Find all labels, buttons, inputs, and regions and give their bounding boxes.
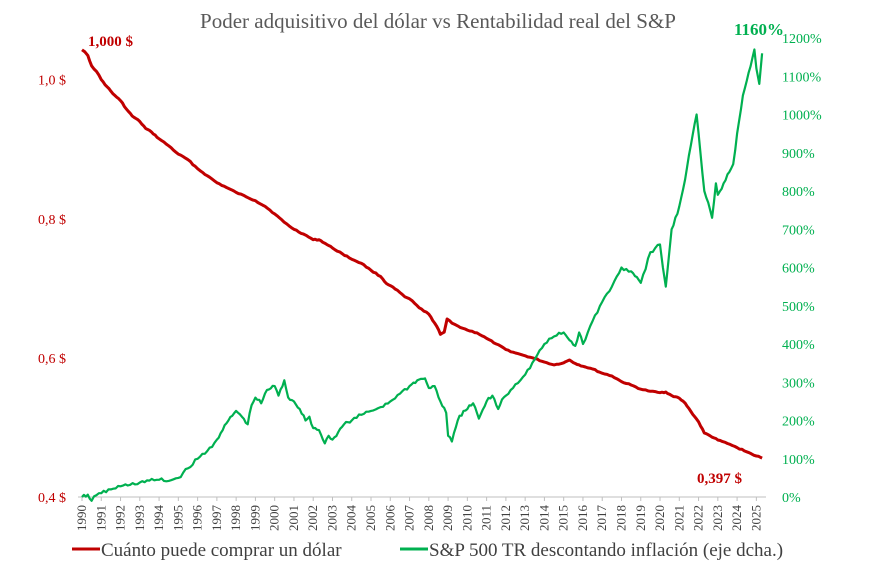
left-tick-label: 0,6 $ <box>38 352 66 367</box>
legend-label-sp500: S&P 500 TR descontando inflación (eje dc… <box>429 540 783 561</box>
x-tick-label: 1990 <box>74 505 89 531</box>
x-tick-label: 2000 <box>267 505 282 531</box>
right-axis-ticks: 0% 100% 200% 300% 400% 500% 600% 700% 800% 900% 10… <box>782 32 822 506</box>
start-value-label: 1,000 $ <box>88 34 134 50</box>
x-tick-label: 2023 <box>710 505 725 531</box>
x-tick-label: 2001 <box>286 505 301 531</box>
x-tick-label: 2006 <box>382 505 397 532</box>
x-axis: 1990 1991 1992 1993 1994 1995 1996 1997 1998 1999… <box>74 496 766 532</box>
x-tick-label: 1995 <box>170 505 185 531</box>
right-tick-label: 1000% <box>782 109 822 124</box>
right-tick-label: 500% <box>782 300 815 315</box>
sp500-real-line <box>81 48 764 502</box>
legend: Cuánto puede comprar un dólar S&P 500 TR … <box>72 540 783 561</box>
x-tick-label: 2009 <box>440 505 455 531</box>
x-tick-label: 2019 <box>633 505 648 531</box>
right-tick-label: 700% <box>782 223 815 238</box>
x-tick-label: 2012 <box>498 505 513 531</box>
chart-title: Poder adquisitivo del dólar vs Rentabili… <box>200 9 676 33</box>
legend-label-dollar: Cuánto puede comprar un dólar <box>101 540 342 561</box>
x-tick-label: 2011 <box>479 505 494 531</box>
x-tick-label: 2007 <box>402 505 417 532</box>
series-lines <box>81 48 764 502</box>
x-tick-label: 2020 <box>652 505 667 531</box>
x-tick-label: 2015 <box>556 505 571 531</box>
right-tick-label: 600% <box>782 262 815 277</box>
left-tick-label: 0,8 $ <box>38 213 66 228</box>
right-tick-label: 1200% <box>782 32 822 47</box>
x-tick-label: 2024 <box>729 505 744 532</box>
end-value-label: 0,397 $ <box>697 471 743 487</box>
x-tick-label: 1998 <box>228 505 243 531</box>
x-tick-label: 2013 <box>517 505 532 531</box>
x-tick-label: 2016 <box>575 505 590 532</box>
right-tick-label: 800% <box>782 185 815 200</box>
x-tick-label: 2010 <box>459 505 474 531</box>
right-tick-label: 900% <box>782 147 815 162</box>
right-tick-label: 1100% <box>782 70 821 85</box>
annotations: 1,000 $ 0,397 $ 1160% <box>88 20 784 487</box>
x-tick-label: 1996 <box>190 505 205 532</box>
x-tick-label: 1997 <box>209 505 224 532</box>
x-tick-label: 1991 <box>93 505 108 531</box>
x-tick-label: 1992 <box>113 505 128 531</box>
right-tick-label: 300% <box>782 376 815 391</box>
x-tick-label: 2022 <box>691 505 706 531</box>
x-tick-label: 1993 <box>132 505 147 531</box>
x-tick-label: 2002 <box>305 505 320 531</box>
sp500-end-label: 1160% <box>734 20 784 39</box>
right-tick-label: 0% <box>782 491 801 506</box>
x-tick-label: 1999 <box>247 505 262 531</box>
x-tick-label: 2003 <box>324 505 339 531</box>
right-tick-label: 400% <box>782 338 815 353</box>
x-tick-label: 2021 <box>671 505 686 531</box>
x-tick-label: 2017 <box>594 505 609 532</box>
dollar-power-line <box>81 48 763 460</box>
left-tick-label: 0,4 $ <box>38 491 66 506</box>
x-tick-label: 2025 <box>748 505 763 531</box>
left-axis-ticks: 0,4 $ 0,6 $ 0,8 $ 1,0 $ <box>38 74 66 506</box>
x-tick-label: 2005 <box>363 505 378 531</box>
right-tick-label: 200% <box>782 415 815 430</box>
x-tick-label: 2014 <box>536 505 551 532</box>
x-tick-label: 2018 <box>613 505 628 531</box>
x-tick-label: 2004 <box>344 505 359 532</box>
left-tick-label: 1,0 $ <box>38 74 66 89</box>
x-tick-label: 1994 <box>151 505 166 532</box>
x-tick-label: 2008 <box>421 505 436 531</box>
right-tick-label: 100% <box>782 453 815 468</box>
